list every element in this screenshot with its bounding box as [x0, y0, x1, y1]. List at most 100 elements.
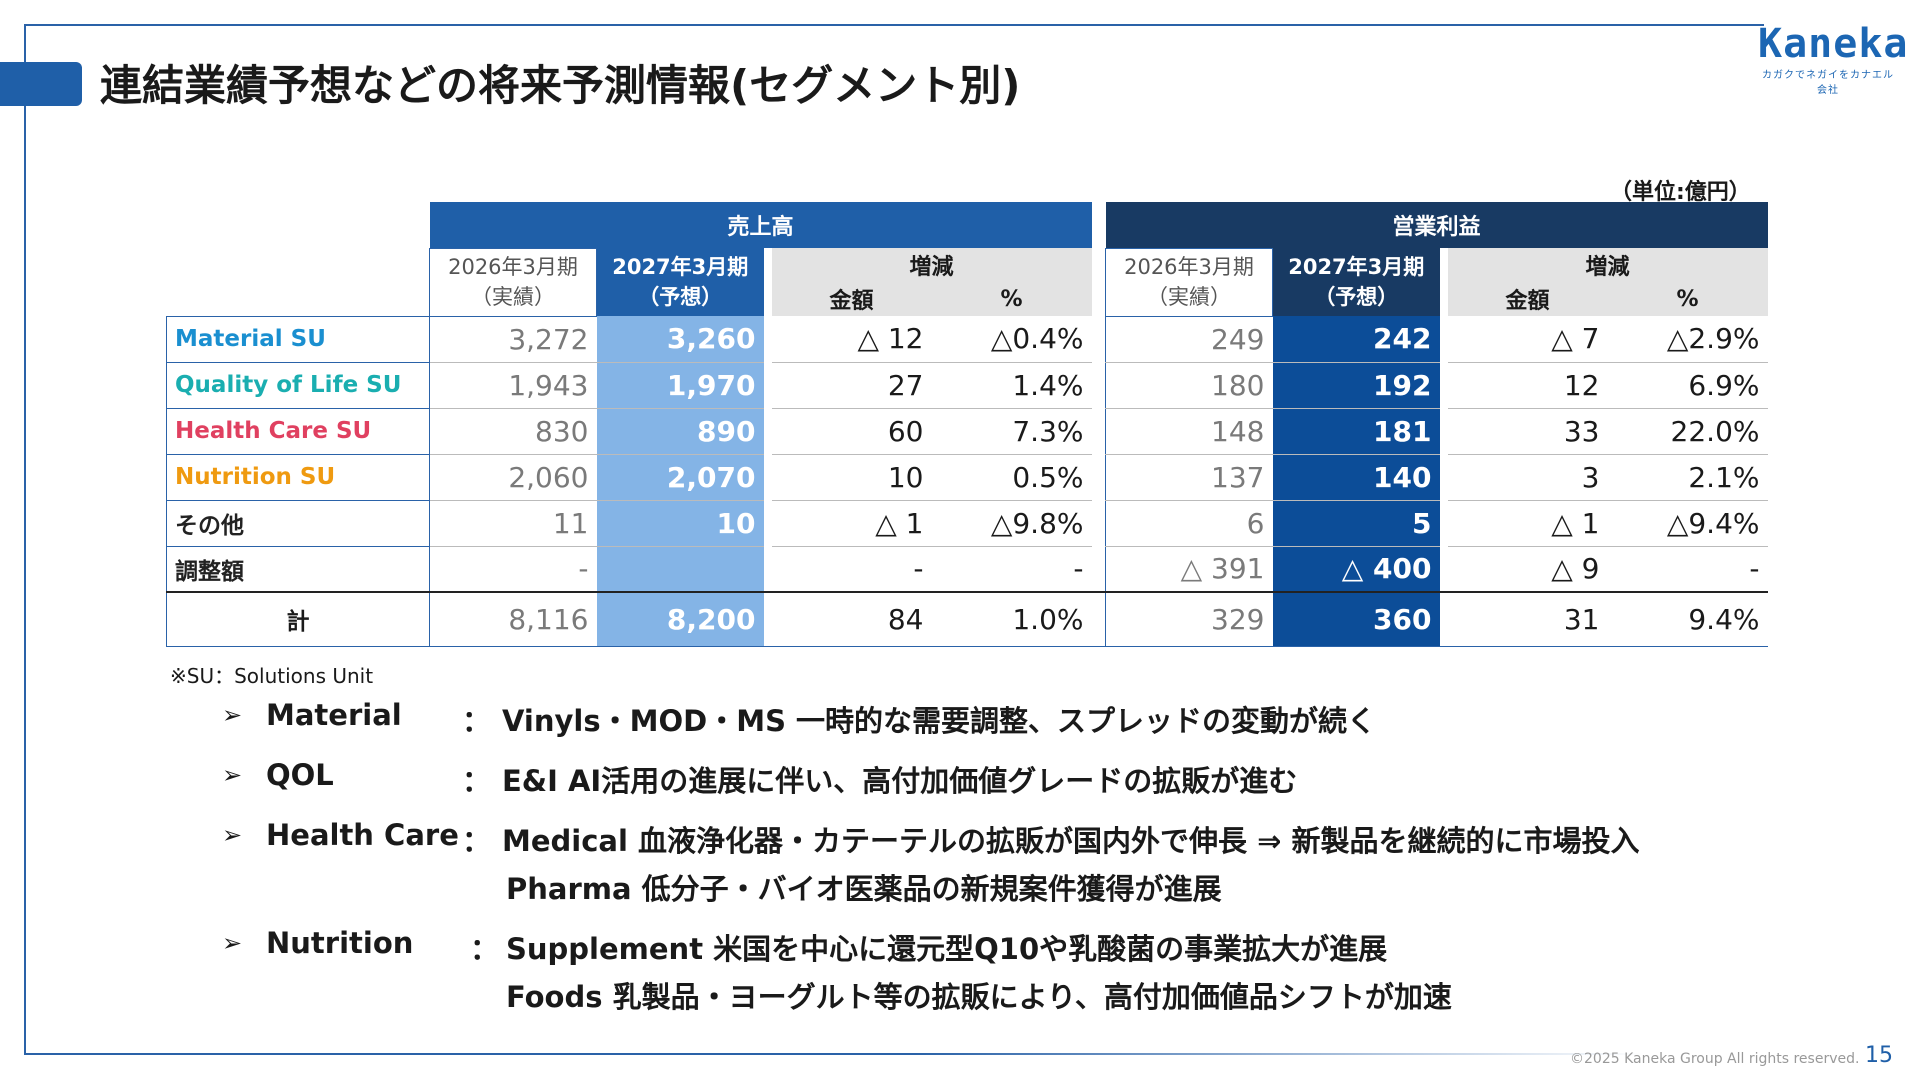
column-gap: [1091, 546, 1106, 592]
op-forecast-total: 360: [1272, 591, 1440, 647]
op-forecast-period-header: 2027年3月期 （予想）: [1272, 248, 1440, 316]
sales-actual-cell: 830: [429, 408, 597, 455]
frame-bottom-line: [24, 1053, 1644, 1055]
column-gap: [763, 316, 772, 362]
table-row: Material SU 3,272 3,260 △ 12 △0.4% 249 242 △ 7 △…: [166, 315, 1768, 363]
column-gap: [763, 546, 772, 592]
bullet-arrow-icon: ➢: [222, 821, 243, 849]
sales-pct-cell: △0.4%: [931, 316, 1092, 363]
sales-actual-cell: 11: [429, 500, 597, 547]
op-forecast-cell: 5: [1272, 500, 1440, 547]
column-gap: [1439, 500, 1448, 546]
bullet-arrow-icon: ➢: [222, 761, 243, 789]
segment-forecast-table: 売上高 営業利益 2026年3月期 （実績） 2027年3月期 （予想） 増減 20…: [166, 202, 1768, 647]
period-type: （予想）: [638, 285, 723, 309]
sales-pct-cell: △9.8%: [931, 500, 1092, 547]
sales-change-total: 84: [771, 591, 932, 647]
op-change-header: 増減: [1447, 248, 1768, 282]
sales-pct-cell: 0.5%: [931, 454, 1092, 501]
segment-label: Material SU: [166, 315, 430, 363]
op-forecast-cell: 192: [1272, 362, 1440, 409]
sales-pct-total: 1.0%: [931, 591, 1092, 647]
segment-label: Nutrition SU: [166, 453, 430, 501]
sales-change-amount-header: 金額: [771, 282, 932, 316]
column-gap: [1439, 546, 1448, 592]
sales-actual-cell: 3,272: [429, 316, 597, 363]
segment-commentary-line: Medical 血液浄化器・カテーテルの拡販が国内外で伸長 ⇒ 新製品を継続的に…: [502, 824, 1640, 858]
op-pct-cell: 22.0%: [1607, 408, 1768, 455]
sales-forecast-cell: 2,070: [596, 454, 764, 501]
op-forecast-cell: 181: [1272, 408, 1440, 455]
sales-actual-period-header: 2026年3月期 （実績）: [429, 247, 597, 317]
op-change-cell: △ 1: [1447, 500, 1608, 547]
column-gap: [1091, 316, 1106, 362]
op-change-amount-header: 金額: [1447, 282, 1608, 316]
column-gap: [763, 408, 772, 454]
su-footnote: ※SU：Solutions Unit: [170, 664, 374, 688]
sales-forecast-cell: 10: [596, 500, 764, 547]
table-body: Material SU 3,272 3,260 △ 12 △0.4% 249 242 △ 7 △…: [166, 315, 1768, 593]
sales-actual-cell: -: [429, 546, 597, 593]
op-forecast-cell: △ 400: [1272, 546, 1440, 593]
colon-separator: ：: [470, 932, 500, 966]
period-year: 2026年3月期: [1124, 255, 1254, 279]
sales-forecast-period-header: 2027年3月期 （予想）: [596, 248, 764, 316]
sales-forecast-cell: 3,260: [596, 316, 764, 363]
segment-commentary-line: Supplement 米国を中心に還元型Q10や乳酸菌の事業拡大が進展: [506, 932, 1388, 966]
op-actual-cell: 6: [1105, 500, 1273, 547]
column-gap: [763, 248, 772, 316]
bullet-arrow-icon: ➢: [222, 701, 243, 729]
column-gap: [1091, 362, 1106, 408]
column-gap: [1439, 454, 1448, 500]
segment-name: QOL: [266, 758, 334, 792]
column-gap: [1091, 202, 1106, 248]
corner-cell: [167, 248, 430, 316]
op-pct-cell: -: [1607, 546, 1768, 593]
column-gap: [1439, 316, 1448, 362]
colon-separator: ：: [462, 824, 492, 858]
table-row: Quality of Life SU 1,943 1,970 27 1.4% 180 192…: [166, 361, 1768, 409]
sales-pct-cell: -: [931, 546, 1092, 593]
column-gap: [763, 500, 772, 546]
op-pct-cell: △2.9%: [1607, 316, 1768, 363]
logo-tagline: カガクでネガイをカナエル会社: [1762, 70, 1894, 96]
op-change-total: 31: [1447, 591, 1608, 647]
column-gap: [1439, 362, 1448, 408]
op-group-header: 営業利益: [1105, 202, 1768, 248]
column-gap: [1091, 591, 1106, 647]
column-gap: [1091, 408, 1106, 454]
op-change-cell: △ 7: [1447, 316, 1608, 363]
segment-label: その他: [166, 499, 430, 547]
sales-change-cell: -: [771, 546, 932, 593]
frame-left-line: [24, 24, 26, 1054]
sales-change-cell: 27: [771, 362, 932, 409]
segment-label: 調整額: [166, 545, 430, 593]
sales-actual-total: 8,116: [429, 591, 597, 647]
sales-change-pct-header: %: [931, 282, 1092, 316]
op-actual-cell: 137: [1105, 454, 1273, 501]
bullet-arrow-icon: ➢: [222, 929, 243, 957]
colon-separator: ：: [462, 704, 492, 738]
column-gap: [1439, 248, 1448, 316]
sales-change-cell: △ 12: [771, 316, 932, 363]
op-forecast-cell: 242: [1272, 316, 1440, 363]
column-gap: [1439, 591, 1448, 647]
sales-forecast-total: 8,200: [596, 591, 764, 647]
op-pct-cell: △9.4%: [1607, 500, 1768, 547]
segment-commentary-line: Pharma 低分子・バイオ医薬品の新規案件獲得が進展: [506, 872, 1222, 906]
title-accent-bar: [0, 62, 82, 106]
table-row: その他 11 10 △ 1 △9.8% 6 5 △ 1 △9.4%: [166, 499, 1768, 547]
sales-change-cell: △ 1: [771, 500, 932, 547]
segment-commentary-line: Foods 乳製品・ヨーグルト等の拡販により、高付加価値品シフトが加速: [506, 980, 1452, 1014]
op-actual-cell: 249: [1105, 316, 1273, 363]
sales-pct-cell: 7.3%: [931, 408, 1092, 455]
op-change-cell: 3: [1447, 454, 1608, 501]
unit-label: （単位:億円）: [1610, 180, 1751, 205]
table-row: Health Care SU 830 890 60 7.3% 148 181 33 22.0%: [166, 407, 1768, 455]
op-change-pct-header: %: [1607, 282, 1768, 316]
corner-cell: [167, 202, 430, 248]
op-change-cell: 12: [1447, 362, 1608, 409]
sales-group-header: 売上高: [429, 202, 1092, 248]
op-change-cell: △ 9: [1447, 546, 1608, 593]
